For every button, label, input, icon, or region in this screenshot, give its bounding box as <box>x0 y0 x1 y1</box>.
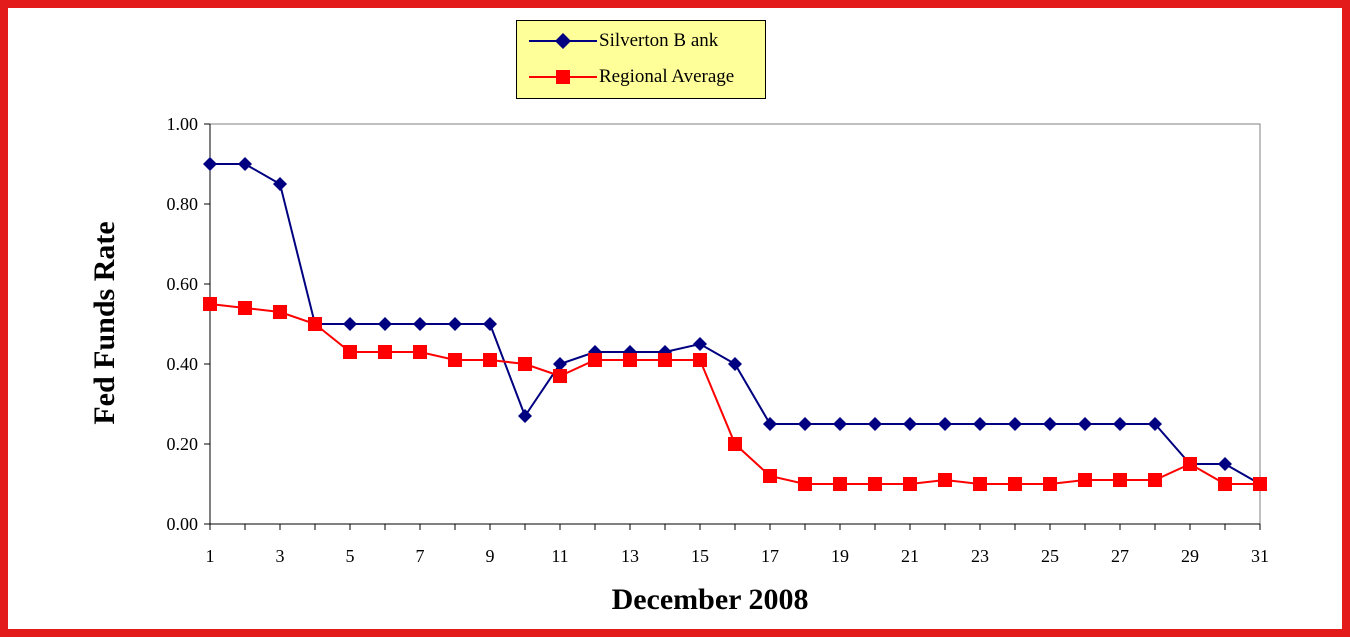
legend-item-regional-average: Regional Average <box>517 59 765 95</box>
legend-swatch-regional-average <box>529 70 597 84</box>
y-tick-label: 0.80 <box>167 194 199 214</box>
x-tick-label: 15 <box>691 546 709 566</box>
x-tick-label: 29 <box>1181 546 1199 566</box>
data-point-square <box>763 469 777 483</box>
data-point-diamond <box>1113 417 1127 431</box>
data-point-square <box>903 477 917 491</box>
data-point-square <box>728 437 742 451</box>
data-point-square <box>518 357 532 371</box>
data-point-diamond <box>553 357 567 371</box>
data-point-diamond <box>413 317 427 331</box>
data-point-diamond <box>763 417 777 431</box>
x-tick-label: 3 <box>276 546 285 566</box>
data-point-diamond <box>868 417 882 431</box>
data-point-square <box>868 477 882 491</box>
data-point-diamond <box>273 177 287 191</box>
x-tick-label: 25 <box>1041 546 1059 566</box>
data-point-diamond <box>518 409 532 423</box>
data-point-square <box>553 369 567 383</box>
data-point-square <box>1218 477 1232 491</box>
x-tick-label: 5 <box>346 546 355 566</box>
x-tick-label: 23 <box>971 546 989 566</box>
data-point-square <box>1113 473 1127 487</box>
data-point-diamond <box>238 157 252 171</box>
data-point-diamond <box>903 417 917 431</box>
data-point-square <box>238 301 252 315</box>
data-point-square <box>343 345 357 359</box>
data-point-diamond <box>1218 457 1232 471</box>
data-point-diamond <box>1148 417 1162 431</box>
data-point-diamond <box>798 417 812 431</box>
plot-area: 0.000.200.400.600.801.001 3 5 7 9 11 13 15 17 19 2… <box>167 114 1270 566</box>
data-point-diamond <box>1008 417 1022 431</box>
data-point-square <box>413 345 427 359</box>
legend-label-regional-average: Regional Average <box>599 66 735 87</box>
data-point-square <box>308 317 322 331</box>
data-point-square <box>203 297 217 311</box>
x-tick-label: 9 <box>486 546 495 566</box>
x-tick-label: 11 <box>551 546 568 566</box>
data-point-square <box>623 353 637 367</box>
data-point-diamond <box>203 157 217 171</box>
x-tick-label: 13 <box>621 546 639 566</box>
x-tick-label: 21 <box>901 546 919 566</box>
legend: Silverton B ank Regional Average <box>516 20 766 99</box>
data-point-square <box>1043 477 1057 491</box>
y-tick-label: 1.00 <box>167 114 199 134</box>
data-point-square <box>483 353 497 367</box>
y-tick-label: 0.40 <box>167 354 199 374</box>
x-tick-label: 31 <box>1251 546 1269 566</box>
data-point-square <box>693 353 707 367</box>
series-line-1 <box>209 303 1260 485</box>
data-point-diamond <box>973 417 987 431</box>
data-point-square <box>588 353 602 367</box>
data-point-square <box>1253 477 1267 491</box>
series-line-0 <box>210 163 1261 485</box>
data-point-square <box>833 477 847 491</box>
data-point-diamond <box>1078 417 1092 431</box>
data-point-square <box>1148 473 1162 487</box>
data-point-square <box>1183 457 1197 471</box>
y-tick-label: 0.60 <box>167 274 199 294</box>
data-point-diamond <box>1043 417 1057 431</box>
x-tick-label: 27 <box>1111 546 1129 566</box>
data-point-square <box>938 473 952 487</box>
legend-label-silverton: Silverton B ank <box>599 30 719 51</box>
data-point-square <box>973 477 987 491</box>
x-axis-title: December 2008 <box>612 583 809 616</box>
data-point-square <box>798 477 812 491</box>
data-point-square <box>1008 477 1022 491</box>
data-point-diamond <box>378 317 392 331</box>
legend-item-silverton: Silverton B ank <box>517 23 765 59</box>
y-tick-label: 0.20 <box>167 434 199 454</box>
data-point-diamond <box>833 417 847 431</box>
data-point-square <box>378 345 392 359</box>
data-point-diamond <box>343 317 357 331</box>
legend-swatch-silverton <box>529 33 597 49</box>
x-tick-label: 17 <box>761 546 779 566</box>
data-point-square <box>658 353 672 367</box>
data-point-square <box>273 305 287 319</box>
data-point-diamond <box>938 417 952 431</box>
x-tick-label: 1 <box>206 546 215 566</box>
y-axis-title: Fed Funds Rate <box>88 221 121 424</box>
data-point-square <box>448 353 462 367</box>
data-point-diamond <box>728 357 742 371</box>
data-point-diamond <box>693 337 707 351</box>
data-point-square <box>1078 473 1092 487</box>
x-tick-label: 7 <box>416 546 425 566</box>
x-tick-label: 19 <box>831 546 849 566</box>
y-tick-label: 0.00 <box>167 514 199 534</box>
data-point-diamond <box>483 317 497 331</box>
data-point-diamond <box>448 317 462 331</box>
